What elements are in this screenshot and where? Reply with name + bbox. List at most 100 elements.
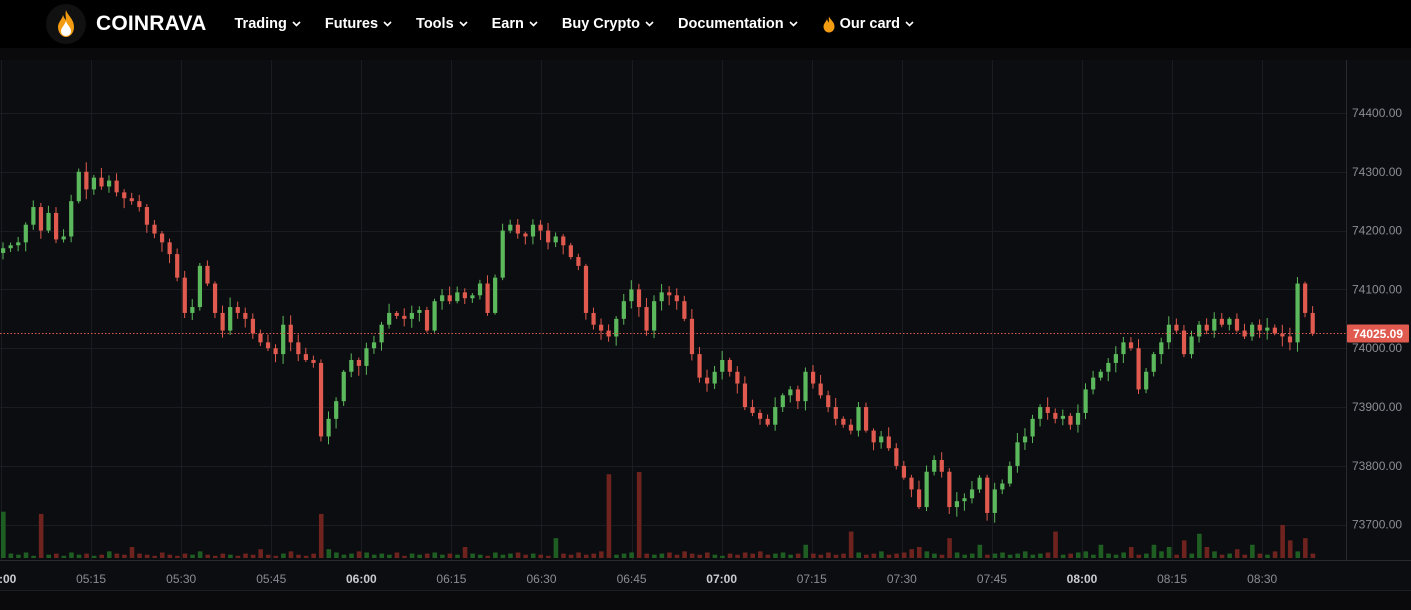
- price-axis[interactable]: 74400.00 74300.00 74200.00 74100.00 74000.00…: [1352, 106, 1402, 532]
- candle-body: [810, 371, 816, 384]
- time-tick-label: 05:15: [76, 572, 106, 586]
- candle-body: [46, 212, 51, 231]
- candle-body: [16, 242, 21, 246]
- candle-body: [424, 310, 430, 331]
- volume-bar: [349, 553, 354, 558]
- volume-bar: [462, 546, 468, 558]
- candle: [803, 367, 808, 411]
- candle: [992, 482, 997, 523]
- candle: [682, 295, 687, 322]
- candle-body: [879, 436, 884, 443]
- candle: [667, 286, 672, 306]
- candle-body: [697, 354, 702, 378]
- volume-bar: [1128, 546, 1134, 558]
- brand-logo[interactable]: COINRAVA: [46, 4, 207, 44]
- candle: [530, 219, 536, 245]
- candle-body: [38, 207, 44, 231]
- price-tick-label: 73700.00: [1352, 518, 1402, 532]
- nav-tools[interactable]: Tools: [416, 16, 468, 32]
- volume-bar: [129, 546, 135, 558]
- volume-bar: [46, 554, 52, 558]
- nav-our-card[interactable]: Our card: [822, 16, 914, 33]
- volume-bar: [281, 553, 286, 558]
- candle-body: [954, 501, 960, 508]
- candlestick-chart-panel[interactable]: 74400.00 74300.00 74200.00 74100.00 74000.00…: [0, 60, 1411, 590]
- top-navigation-bar: COINRAVA Trading Futures Tools Earn Buy …: [0, 0, 1411, 48]
- candle: [205, 260, 210, 287]
- candle: [1, 242, 6, 260]
- volume-bar: [273, 555, 279, 558]
- candle-body: [447, 295, 452, 302]
- nav-trading[interactable]: Trading: [235, 16, 301, 32]
- time-tick-label: 06:30: [526, 572, 556, 586]
- candle-body: [258, 333, 263, 343]
- candle-body: [591, 312, 596, 325]
- volume-bar: [530, 553, 536, 558]
- volume-bar: [939, 554, 945, 558]
- volume-bar: [576, 552, 581, 558]
- candle: [53, 207, 59, 244]
- candle-body: [841, 418, 846, 425]
- price-tick-label: 73800.00: [1352, 459, 1402, 473]
- last-price-label: 74025.09: [1353, 327, 1403, 341]
- candle: [1310, 306, 1315, 336]
- candle: [818, 374, 823, 399]
- candle-body: [144, 207, 150, 225]
- volume-bar: [636, 472, 642, 558]
- candle: [46, 205, 51, 233]
- volume-bar: [538, 554, 544, 558]
- chart-grid: [0, 60, 1346, 560]
- volume-bar: [758, 551, 763, 558]
- candle: [1121, 336, 1126, 363]
- candle-body: [553, 236, 558, 243]
- candle-body: [803, 371, 808, 402]
- candle-body: [644, 307, 649, 331]
- volume-bar: [1068, 553, 1073, 558]
- volume-bar: [175, 555, 180, 558]
- candle-body: [848, 424, 854, 431]
- volume-bar: [1091, 554, 1096, 558]
- volume-bar: [250, 554, 256, 558]
- candle-body: [546, 230, 551, 243]
- candle-body: [243, 312, 248, 319]
- candle: [493, 274, 498, 315]
- candle: [1166, 316, 1171, 350]
- volume-bar: [1174, 554, 1179, 558]
- candlestick-chart[interactable]: 74400.00 74300.00 74200.00 74100.00 74000.00…: [0, 60, 1411, 590]
- candle: [1219, 313, 1224, 328]
- volume-bar: [326, 549, 332, 558]
- candle-body: [61, 236, 66, 240]
- candle-body: [1000, 483, 1005, 490]
- candle: [144, 204, 150, 233]
- candle-body: [8, 245, 13, 249]
- chevron-down-icon: [789, 21, 798, 27]
- volume-bar: [1234, 549, 1240, 558]
- bottom-scroll-strip[interactable]: [0, 590, 1411, 610]
- nav-documentation[interactable]: Documentation: [678, 16, 798, 32]
- volume-bar: [190, 554, 195, 558]
- candle: [364, 342, 369, 375]
- nav-futures[interactable]: Futures: [325, 16, 392, 32]
- candle: [568, 242, 573, 260]
- volume-bar: [1106, 553, 1111, 558]
- volume-bar: [818, 554, 824, 558]
- candle-body: [326, 418, 331, 437]
- volume-bar: [1265, 554, 1270, 558]
- volume-bar: [1144, 553, 1149, 558]
- candle: [122, 189, 127, 209]
- nav-earn[interactable]: Earn: [492, 16, 538, 32]
- candle: [765, 414, 770, 427]
- candle: [674, 288, 679, 310]
- candle: [1022, 428, 1028, 450]
- volume-bar: [863, 554, 869, 558]
- candle: [909, 474, 914, 498]
- volume-bar: [1250, 544, 1255, 558]
- candle-body: [477, 283, 483, 296]
- candle-body: [152, 224, 157, 234]
- nav-label: Trading: [234, 16, 287, 32]
- candle-body: [265, 342, 271, 349]
- candle: [447, 286, 452, 305]
- volume-bar: [311, 553, 316, 558]
- time-axis[interactable]: 05:00 05:15 05:30 05:45 06:00 06:15 06:30 06:45…: [0, 572, 1278, 586]
- nav-buy-crypto[interactable]: Buy Crypto: [562, 16, 654, 32]
